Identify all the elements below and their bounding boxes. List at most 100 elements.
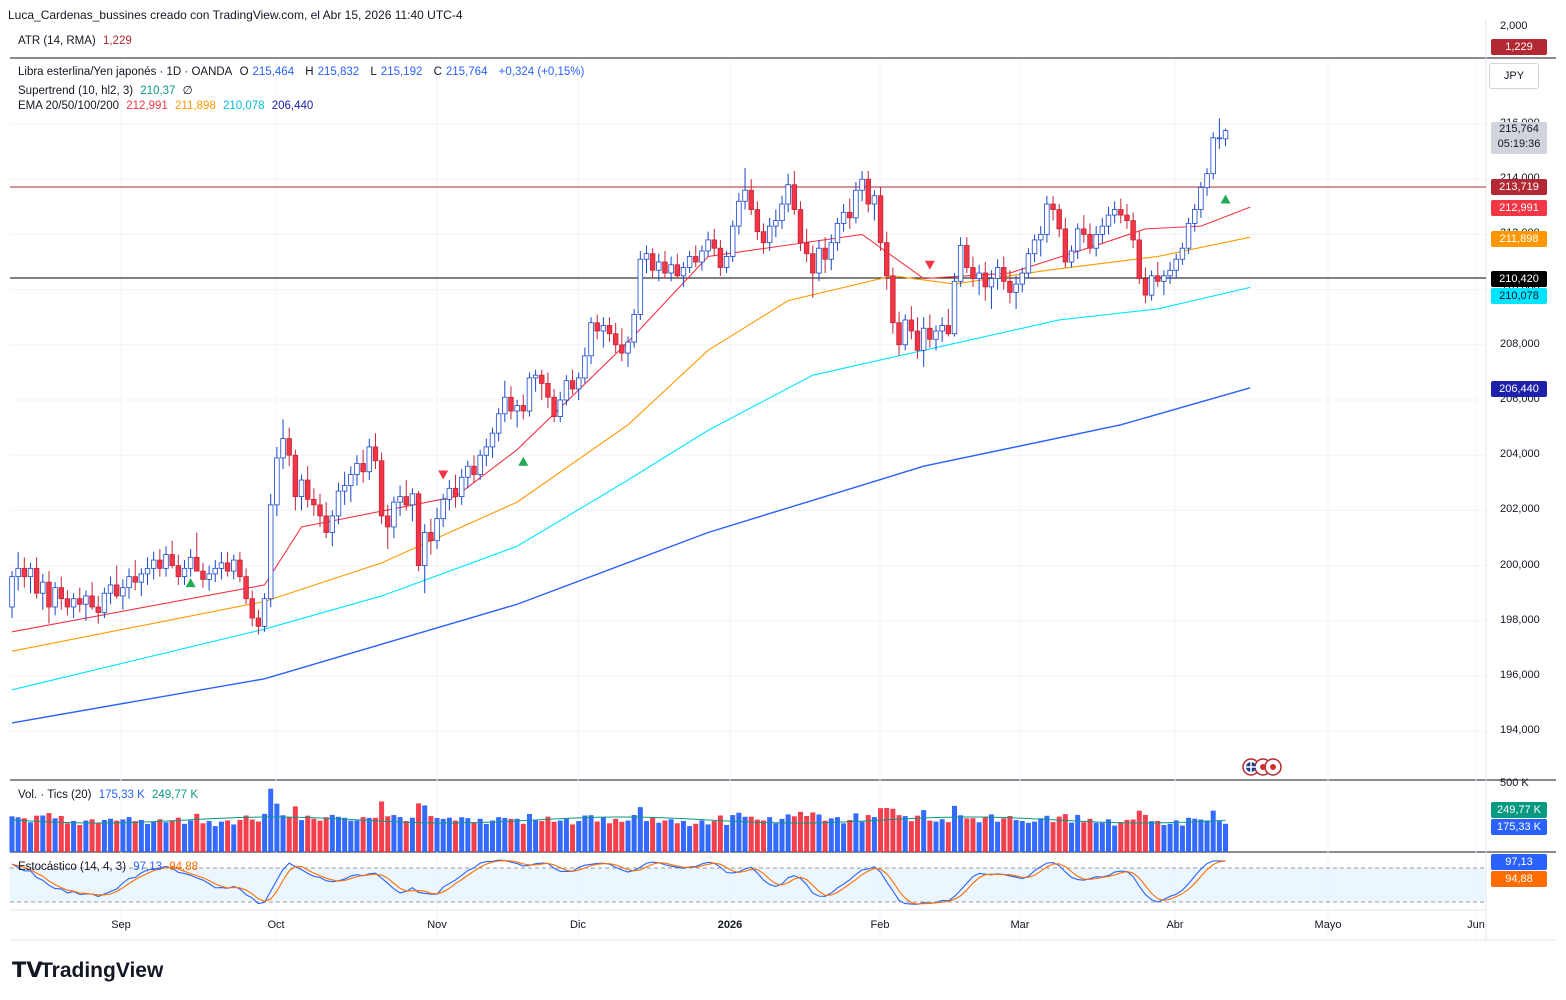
volume-bar: [335, 816, 341, 852]
candle: [58, 576, 64, 610]
stoch-k-value: 97,13: [133, 861, 163, 873]
volume-label: Vol. · Tics (20): [18, 789, 92, 801]
candle: [366, 438, 372, 481]
candle: [378, 452, 385, 525]
volume-bar: [40, 815, 46, 852]
candle: [107, 576, 114, 605]
volume-value: 175,33 K: [98, 789, 145, 801]
candle: [286, 427, 292, 467]
volume-bar: [1192, 818, 1198, 852]
candle: [360, 449, 366, 483]
candle: [711, 228, 717, 257]
candle: [1130, 212, 1136, 249]
candle: [514, 400, 520, 428]
candle: [397, 485, 403, 516]
candle: [150, 551, 157, 580]
candle: [304, 466, 311, 508]
volume-bar: [1167, 823, 1173, 852]
candle: [372, 433, 379, 469]
volume-bar: [526, 813, 532, 852]
ema200-line: [11, 387, 1251, 724]
volume-bar: [976, 822, 982, 852]
candle: [15, 551, 21, 591]
volume-bar: [126, 817, 132, 852]
candle: [298, 474, 305, 511]
stoch-k-line: [11, 859, 1226, 905]
price-axis-label: 198,000: [1500, 613, 1540, 626]
stoch-label: Estocástico (14, 4, 3): [18, 861, 127, 873]
volume-bar: [964, 818, 970, 852]
volume-bar: [181, 823, 187, 852]
candle: [723, 250, 730, 274]
volume-bar: [1050, 822, 1056, 852]
volume-bar: [791, 816, 797, 852]
volume-bar: [354, 820, 360, 852]
volume-bar: [459, 817, 465, 852]
volume-bar: [1186, 817, 1192, 852]
news-flag-icon[interactable]: [1242, 758, 1282, 776]
volume-bar: [927, 820, 933, 852]
last-price: 215,764: [1499, 123, 1539, 135]
volume-bar: [761, 820, 767, 852]
volume-bar: [588, 815, 594, 852]
candle: [1019, 267, 1025, 293]
ema20-badge: 212,991: [1491, 200, 1547, 216]
volume-bar: [225, 820, 231, 852]
volume-ma-badge: 249,77 K: [1491, 802, 1547, 818]
ema50-line: [11, 236, 1251, 652]
volume-bar: [299, 820, 305, 852]
candle: [865, 170, 871, 213]
candle: [526, 372, 533, 417]
volume-bar: [1216, 821, 1222, 852]
volume-bar: [422, 805, 428, 852]
tradingview-logo[interactable]: 𝗧𝗩TradingView: [12, 959, 164, 982]
candle: [458, 469, 465, 505]
x-label-feb: Feb: [870, 919, 890, 931]
currency-button[interactable]: JPY: [1489, 63, 1539, 89]
volume-bar: [1155, 820, 1161, 852]
countdown: 05:19:36: [1497, 138, 1541, 150]
candle: [1198, 181, 1204, 218]
candle: [606, 317, 613, 343]
volume-bar: [828, 818, 834, 852]
supertrend-buy-icon: [1220, 194, 1231, 204]
candle: [1167, 262, 1173, 285]
candle: [1087, 223, 1093, 254]
volume-bar: [674, 823, 680, 852]
candle: [532, 369, 539, 392]
volume-bar: [921, 810, 927, 852]
candle: [1136, 231, 1142, 285]
x-label-jun: Jun: [1467, 919, 1485, 931]
volume-bar: [951, 805, 957, 852]
candle: [1192, 204, 1198, 232]
volume-bar: [64, 823, 70, 852]
candle: [169, 540, 175, 569]
volume-bar: [1062, 814, 1068, 852]
volume-bar: [1161, 825, 1167, 852]
price-axis-label: 200,000: [1500, 558, 1540, 571]
candle: [1056, 204, 1062, 238]
volume-bar: [742, 816, 748, 852]
candle: [354, 455, 360, 486]
candle: [539, 369, 545, 400]
volume-bar: [730, 815, 736, 852]
candle: [551, 388, 557, 423]
volume-bar: [1081, 822, 1087, 852]
candle: [656, 253, 662, 282]
volume-bar: [902, 816, 908, 852]
candle: [1210, 132, 1216, 180]
volume-bar: [502, 817, 508, 852]
candle: [797, 201, 804, 251]
volume-bar: [884, 808, 890, 852]
stoch-d-line: [11, 860, 1226, 905]
candle: [742, 168, 748, 210]
candle: [329, 510, 336, 547]
volume-bar: [717, 815, 723, 852]
candle: [545, 372, 551, 409]
volume-bar: [939, 819, 945, 852]
volume-bar: [705, 824, 711, 852]
supertrend-buy-icon: [185, 578, 196, 588]
volume-bar: [736, 812, 742, 852]
volume-bar: [1142, 814, 1148, 852]
